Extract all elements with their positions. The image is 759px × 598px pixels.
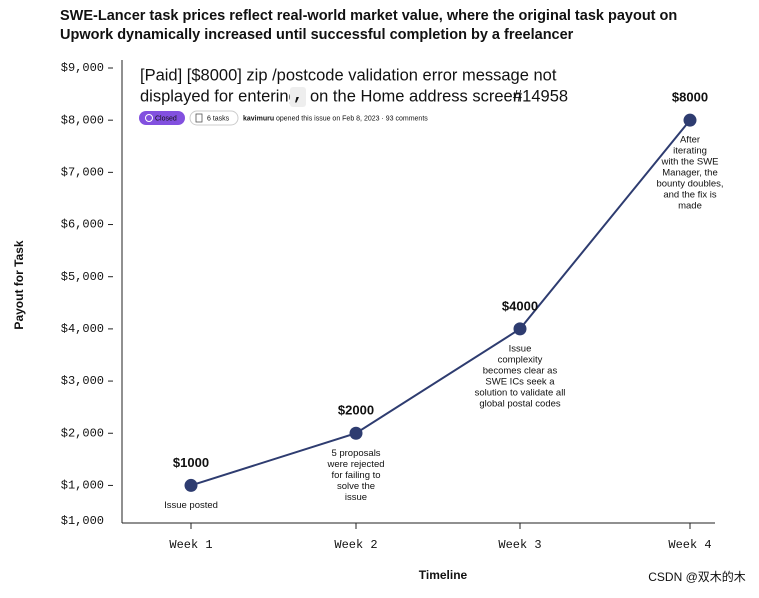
watermark: CSDN @双木的木 xyxy=(648,569,746,584)
data-label: $8000 xyxy=(672,90,708,105)
issue-number: #14958 xyxy=(513,87,568,105)
y-tick-label: $4,000 xyxy=(61,322,104,336)
line xyxy=(190,119,691,487)
point-note: iterating xyxy=(673,146,707,157)
point-note: issue xyxy=(345,492,367,503)
issue-header: [Paid] [$8000] zip /postcode validation … xyxy=(139,66,568,126)
point-note: solve the xyxy=(337,481,375,492)
x-tick-label: Week 1 xyxy=(169,538,212,552)
x-tick-label: Week 4 xyxy=(668,538,711,552)
point-note: were rejected xyxy=(326,459,384,470)
y-axis-label: Payout for Task xyxy=(12,240,26,329)
x-axis-label: Timeline xyxy=(419,568,468,582)
point-note: with the SWE xyxy=(660,157,718,168)
y-tick-label: $2,000 xyxy=(61,426,104,440)
point-note: solution to validate all xyxy=(475,387,566,398)
point-note: and the fix is xyxy=(663,190,717,201)
tasks-icon xyxy=(195,113,203,123)
point-note: Issue xyxy=(509,343,532,354)
point-note: bounty doubles, xyxy=(656,179,723,190)
point-note: for failing to xyxy=(331,470,380,481)
issue-user: kavimuru xyxy=(243,115,274,122)
y-tick-label: $5,000 xyxy=(61,270,104,284)
point-note: global postal codes xyxy=(479,398,561,409)
point-note: SWE ICs seek a xyxy=(485,376,555,387)
y-tick-label: $7,000 xyxy=(61,166,104,180)
y-tick-label: $9,000 xyxy=(61,61,104,75)
point-note: After xyxy=(680,135,700,146)
marker xyxy=(513,322,527,336)
issue-title: [Paid] [$8000] zip /postcode validation … xyxy=(140,66,557,84)
point-note: Issue posted xyxy=(164,500,218,511)
data-label: $1000 xyxy=(173,455,209,470)
y-tick-label: $3,000 xyxy=(61,374,104,388)
code-box xyxy=(290,87,306,107)
issue-title: displayed for entering xyxy=(140,87,298,105)
x-tick-label: Week 2 xyxy=(334,538,377,552)
y-tick-label: $8,000 xyxy=(61,113,104,127)
point-note: made xyxy=(678,201,702,212)
marker xyxy=(184,478,198,492)
badge-text: Closed xyxy=(155,115,177,122)
tasks-text: 6 tasks xyxy=(207,115,230,122)
y-tick-label: $1,000 xyxy=(61,479,104,493)
data-label: $2000 xyxy=(338,403,374,418)
y-tick-label: $6,000 xyxy=(61,218,104,232)
point-note: Manager, the xyxy=(662,168,717,179)
y-tick-label: $1,000 xyxy=(61,514,104,528)
issue-meta: opened this issue on Feb 8, 2023 · 93 co… xyxy=(276,115,428,122)
chart-title: SWE-Lancer task prices reflect real-worl… xyxy=(60,8,677,24)
chart-title: Upwork dynamically increased until succe… xyxy=(60,27,574,43)
point-note: complexity xyxy=(498,354,543,365)
point-note: 5 proposals xyxy=(331,448,380,459)
marker xyxy=(683,113,697,127)
x-tick-label: Week 3 xyxy=(498,538,541,552)
marker xyxy=(349,426,363,440)
badge-icon xyxy=(145,114,153,122)
issue-title: on the Home address screen xyxy=(310,87,522,105)
data-label: $4000 xyxy=(502,298,538,313)
point-note: becomes clear as xyxy=(483,365,558,376)
issue-code: , xyxy=(293,85,303,104)
